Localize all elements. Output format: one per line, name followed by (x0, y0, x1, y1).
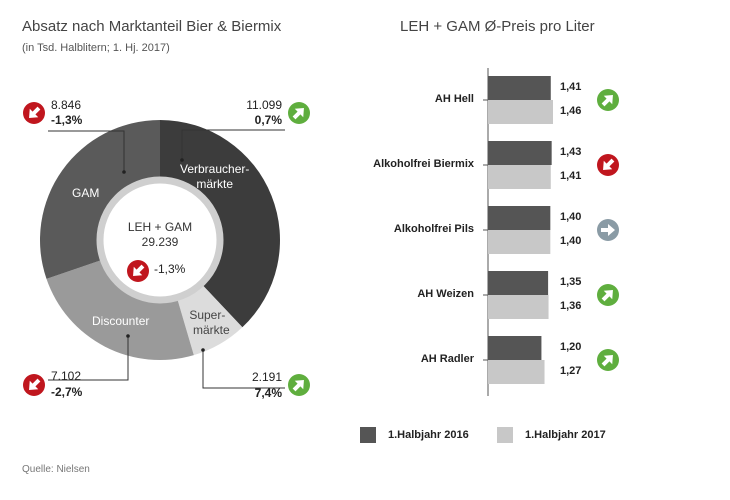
verbrauchermaerkte-value: 11.099 (246, 98, 282, 112)
bar-2016 (488, 336, 542, 360)
bar-value-label: 1,36 (560, 300, 582, 312)
bar-2017 (488, 100, 553, 124)
discounter-trend-icon (22, 373, 46, 402)
bar-trend-icon (596, 218, 620, 247)
pie-chart-title: Absatz nach Marktanteil Bier & Biermix (22, 18, 282, 35)
leader-dot (180, 158, 184, 162)
bar-category-label: Alkoholfrei Pils (393, 223, 474, 235)
discounter-pct: -2,7% (51, 385, 83, 399)
slice-label-line: Super- (189, 308, 226, 322)
bar-2017 (488, 295, 549, 319)
bar-trend-icon (596, 153, 620, 182)
slice-label-verbrauchermaerkte: Verbraucher- märkte (180, 162, 249, 192)
center-trend-icon (126, 259, 150, 288)
verbrauchermaerkte-pct: 0,7% (254, 113, 282, 127)
bar-category-label: Alkoholfrei Biermix (373, 158, 474, 170)
legend-swatch-2016 (360, 427, 376, 443)
slice-label-supermaerkte: Super- märkte (185, 308, 230, 338)
supermaerkte-trend-icon (287, 373, 311, 402)
verbrauchermaerkte-trend-icon (287, 101, 311, 130)
bar-trend-icon (596, 88, 620, 117)
leader-verbrauchermaerkte (181, 129, 285, 160)
leader-dot (201, 348, 205, 352)
bar-2016 (488, 206, 551, 230)
bar-value-label: 1,41 (560, 170, 582, 182)
legend-label-2017: 1.Halbjahr 2017 (525, 429, 606, 441)
center-total: 29.239 (141, 235, 179, 249)
bar-value-label: 1,40 (560, 211, 582, 223)
slice-label-discounter: Discounter (92, 314, 150, 328)
bar-2016 (488, 76, 551, 100)
bar-value-label: 1,20 (560, 341, 582, 353)
leader-supermaerkte (202, 350, 285, 389)
bar-2017 (488, 165, 551, 189)
bar-value-label: 1,43 (560, 146, 582, 158)
slice-label-gam: GAM (72, 186, 100, 200)
bar-category-label: AH Weizen (417, 288, 474, 300)
bar-value-label: 1,27 (560, 365, 582, 377)
gam-trend-icon (22, 101, 46, 130)
donut-center-label: LEH + GAM 29.239 (112, 220, 208, 250)
center-pct: -1,3% (154, 262, 186, 276)
bar-2017 (488, 360, 545, 384)
pie-chart-subtitle: (in Tsd. Halblitern; 1. Hj. 2017) (22, 42, 170, 54)
leader-gam (48, 130, 125, 172)
source-note: Quelle: Nielsen (22, 464, 90, 475)
supermaerkte-pct: 7,4% (254, 386, 282, 400)
leader-dot (126, 334, 130, 338)
bar-value-label: 1,40 (560, 235, 582, 247)
bar-chart-title: LEH + GAM Ø-Preis pro Liter (400, 18, 595, 35)
slice-label-line: märkte (196, 177, 234, 191)
bar-trend-icon (596, 283, 620, 312)
leader-dot (122, 170, 126, 174)
bar-2016 (488, 271, 549, 295)
legend-label-2016: 1.Halbjahr 2016 (388, 429, 469, 441)
discounter-value: 7.102 (51, 369, 82, 383)
slice-label-line: märkte (193, 323, 230, 337)
gam-pct: -1,3% (51, 113, 83, 127)
gam-value: 8.846 (51, 98, 82, 112)
bar-value-label: 1,35 (560, 276, 582, 288)
bar-category-label: AH Hell (434, 93, 474, 105)
bar-category-label: AH Radler (420, 353, 474, 365)
bar-2016 (488, 141, 552, 165)
legend-swatch-2017 (497, 427, 513, 443)
leader-discounter (48, 336, 129, 381)
center-title: LEH + GAM (127, 220, 193, 234)
supermaerkte-value: 2.191 (251, 370, 282, 384)
slice-label-line: Verbraucher- (180, 162, 250, 176)
bar-value-label: 1,41 (560, 81, 582, 93)
bar-trend-icon (596, 348, 620, 377)
bar-2017 (488, 230, 551, 254)
bar-value-label: 1,46 (560, 105, 582, 117)
